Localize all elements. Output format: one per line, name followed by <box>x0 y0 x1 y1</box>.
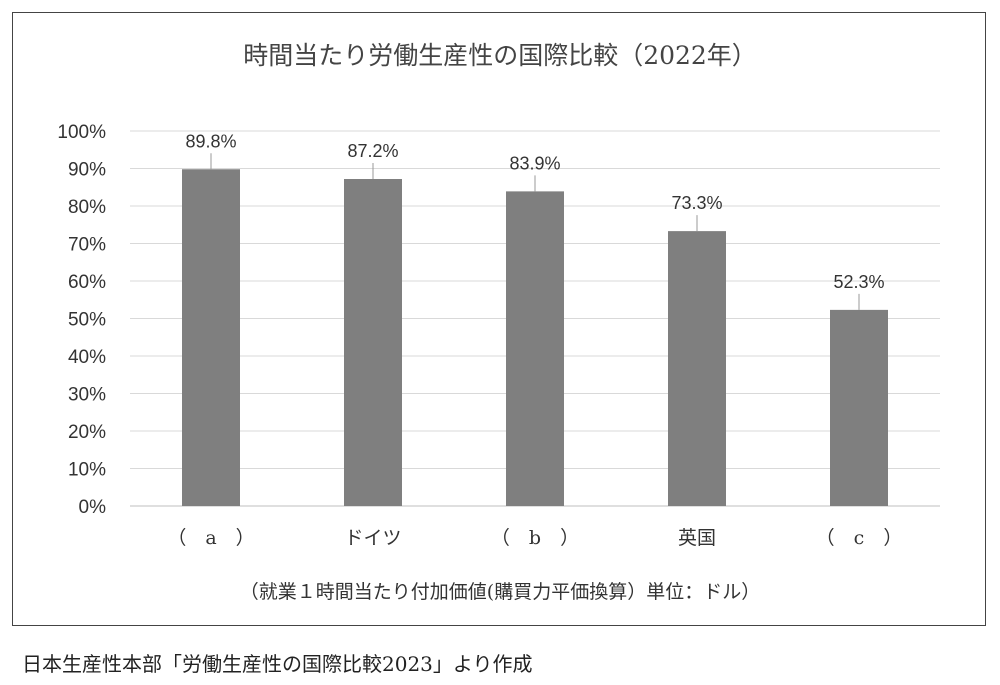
y-tick-label: 50% <box>68 310 106 331</box>
x-axis-title: （就業１時間当たり付加価値(購買力平価換算）単位：ドル） <box>239 581 761 603</box>
data-label: 52.3% <box>833 272 884 292</box>
y-tick-label: 20% <box>68 422 106 443</box>
x-tick-label: （ a ） <box>167 527 254 549</box>
y-tick-label: 60% <box>68 272 106 293</box>
y-tick-label: 80% <box>68 197 106 218</box>
chart-frame <box>12 12 986 626</box>
data-label: 73.3% <box>671 193 722 213</box>
y-tick-label: 70% <box>68 235 106 256</box>
y-tick-label: 30% <box>68 385 106 406</box>
bar <box>344 179 402 506</box>
x-tick-label: 英国 <box>678 527 716 549</box>
data-label: 89.8% <box>185 131 236 151</box>
y-tick-label: 40% <box>68 347 106 368</box>
x-tick-label: ドイツ <box>344 527 401 549</box>
bar <box>668 231 726 506</box>
bar <box>506 191 564 506</box>
source-note: 日本生産性本部「労働生産性の国際比較2023」より作成 <box>22 652 533 676</box>
data-label: 83.9% <box>509 153 560 173</box>
y-tick-label: 100% <box>57 122 106 143</box>
y-tick-label: 90% <box>68 160 106 181</box>
x-tick-label: （ b ） <box>491 527 579 549</box>
bar <box>182 169 240 506</box>
y-tick-label: 0% <box>79 497 107 518</box>
x-tick-label: （ c ） <box>816 527 903 549</box>
bar <box>830 309 888 506</box>
data-label: 87.2% <box>347 141 398 161</box>
chart-title: 時間当たり労働生産性の国際比較（2022年） <box>243 41 757 70</box>
y-tick-label: 10% <box>68 460 106 481</box>
